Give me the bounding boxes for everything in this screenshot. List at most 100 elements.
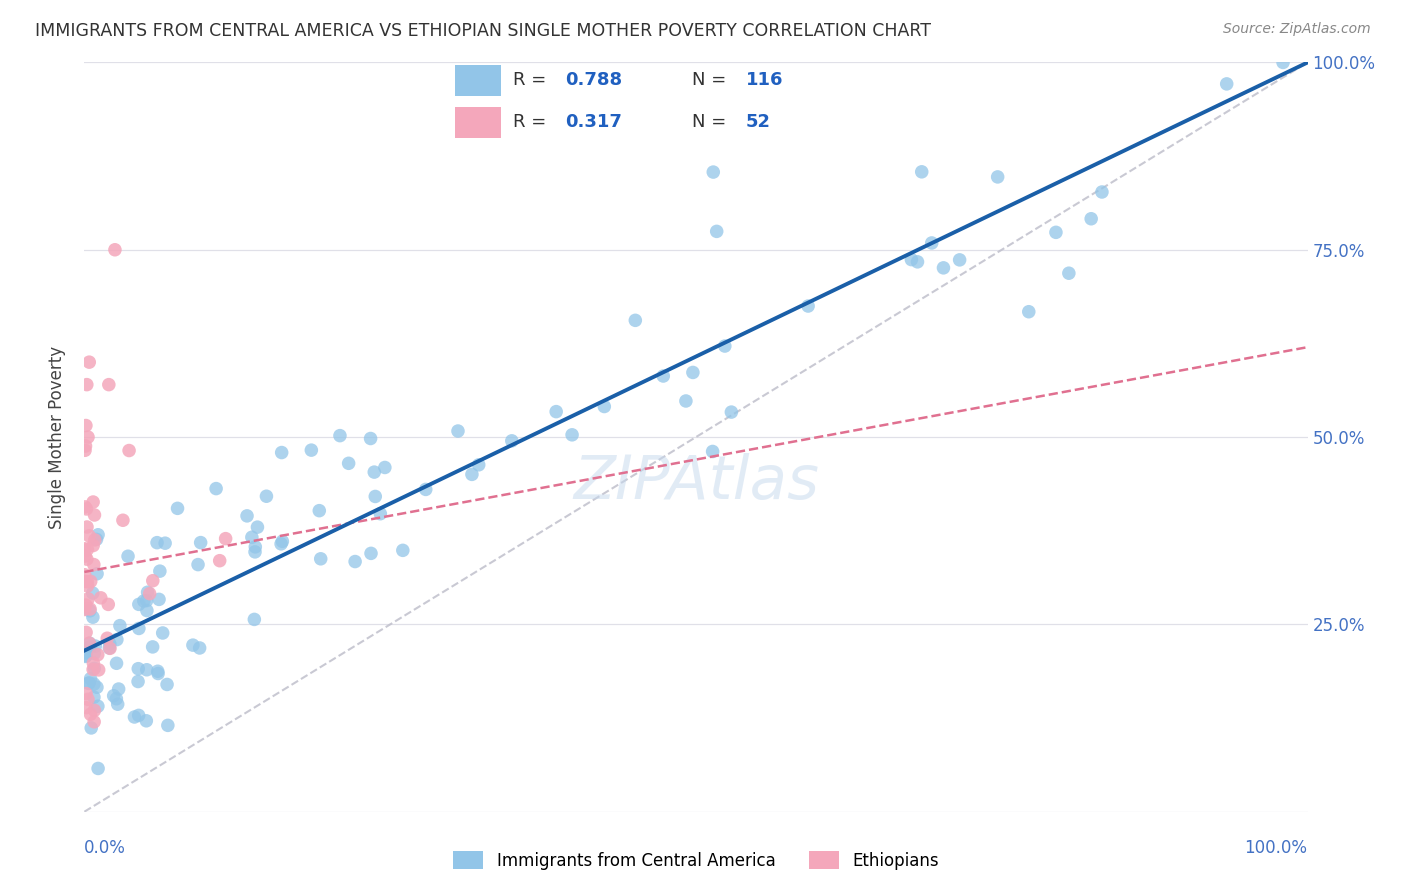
Point xyxy=(75,549,97,563)
Point xyxy=(270,445,292,459)
Text: 0.317: 0.317 xyxy=(565,113,621,131)
Point xyxy=(77,355,100,369)
Point xyxy=(96,632,118,646)
Point xyxy=(190,535,212,549)
Text: 0.788: 0.788 xyxy=(565,71,623,89)
Point xyxy=(146,665,169,679)
Point xyxy=(135,663,157,677)
Point xyxy=(1091,185,1114,199)
Point xyxy=(135,603,157,617)
Point xyxy=(907,255,929,269)
Point xyxy=(82,586,104,600)
Point xyxy=(82,663,104,677)
Point xyxy=(82,656,104,670)
Point xyxy=(344,555,367,569)
Point xyxy=(75,625,97,640)
Point xyxy=(111,513,134,527)
Point xyxy=(98,641,121,656)
Point xyxy=(87,663,110,677)
Point xyxy=(79,707,101,722)
Point xyxy=(103,689,125,703)
Point xyxy=(76,579,98,593)
Point xyxy=(80,721,103,735)
Point xyxy=(900,252,922,267)
Point xyxy=(104,243,127,257)
FancyBboxPatch shape xyxy=(456,65,501,95)
Point xyxy=(271,534,294,549)
Point xyxy=(83,661,105,675)
Point xyxy=(76,574,98,589)
Point xyxy=(546,404,568,418)
Point xyxy=(214,532,236,546)
Point xyxy=(79,636,101,650)
Point xyxy=(90,591,112,605)
Y-axis label: Single Mother Poverty: Single Mother Poverty xyxy=(48,345,66,529)
Point xyxy=(797,299,820,313)
Point xyxy=(363,465,385,479)
Point xyxy=(73,574,96,589)
Text: IMMIGRANTS FROM CENTRAL AMERICA VS ETHIOPIAN SINGLE MOTHER POVERTY CORRELATION C: IMMIGRANTS FROM CENTRAL AMERICA VS ETHIO… xyxy=(35,22,931,40)
Point xyxy=(624,313,647,327)
Point xyxy=(73,541,96,556)
Text: N =: N = xyxy=(692,113,725,131)
Point xyxy=(79,640,101,654)
Point xyxy=(205,482,228,496)
Point xyxy=(79,604,101,618)
Point xyxy=(364,490,387,504)
Point xyxy=(593,400,616,414)
Point xyxy=(82,610,104,624)
Point xyxy=(135,593,157,607)
Point xyxy=(675,394,697,409)
Text: 52: 52 xyxy=(745,113,770,131)
Point xyxy=(75,598,97,612)
Point xyxy=(243,545,266,559)
Point xyxy=(682,366,704,380)
Point xyxy=(77,676,100,690)
Point xyxy=(987,169,1010,184)
Point xyxy=(97,598,120,612)
Point xyxy=(77,591,100,606)
Point xyxy=(83,508,105,522)
Point xyxy=(107,697,129,711)
Point xyxy=(118,443,141,458)
Point xyxy=(146,666,169,681)
Point xyxy=(75,439,97,453)
Point xyxy=(105,657,128,671)
Point xyxy=(107,681,129,696)
Point xyxy=(79,672,101,686)
Point xyxy=(461,467,484,482)
Point xyxy=(911,165,934,179)
Point xyxy=(153,536,176,550)
Point xyxy=(84,639,107,653)
Point xyxy=(142,574,165,588)
Point xyxy=(77,692,100,706)
Point xyxy=(136,585,159,599)
Point xyxy=(80,574,103,589)
Point xyxy=(79,636,101,650)
Text: 100.0%: 100.0% xyxy=(1244,839,1308,857)
Point xyxy=(1057,266,1080,280)
Point xyxy=(146,535,169,549)
Point xyxy=(370,507,392,521)
Point xyxy=(921,235,943,250)
Point xyxy=(337,456,360,470)
Point xyxy=(702,444,724,458)
FancyBboxPatch shape xyxy=(456,107,501,138)
Point xyxy=(75,502,97,516)
Point xyxy=(105,632,128,647)
Point xyxy=(97,377,120,392)
Point xyxy=(75,418,97,433)
Point xyxy=(83,677,105,691)
Point xyxy=(128,598,150,612)
Point xyxy=(86,566,108,581)
Point xyxy=(108,618,131,632)
Point xyxy=(243,612,266,626)
Point xyxy=(181,638,204,652)
Point xyxy=(117,549,139,564)
Point xyxy=(87,648,110,662)
Point xyxy=(188,640,211,655)
Point xyxy=(73,443,96,458)
Point xyxy=(83,558,105,572)
Point xyxy=(77,676,100,690)
Point xyxy=(82,539,104,553)
